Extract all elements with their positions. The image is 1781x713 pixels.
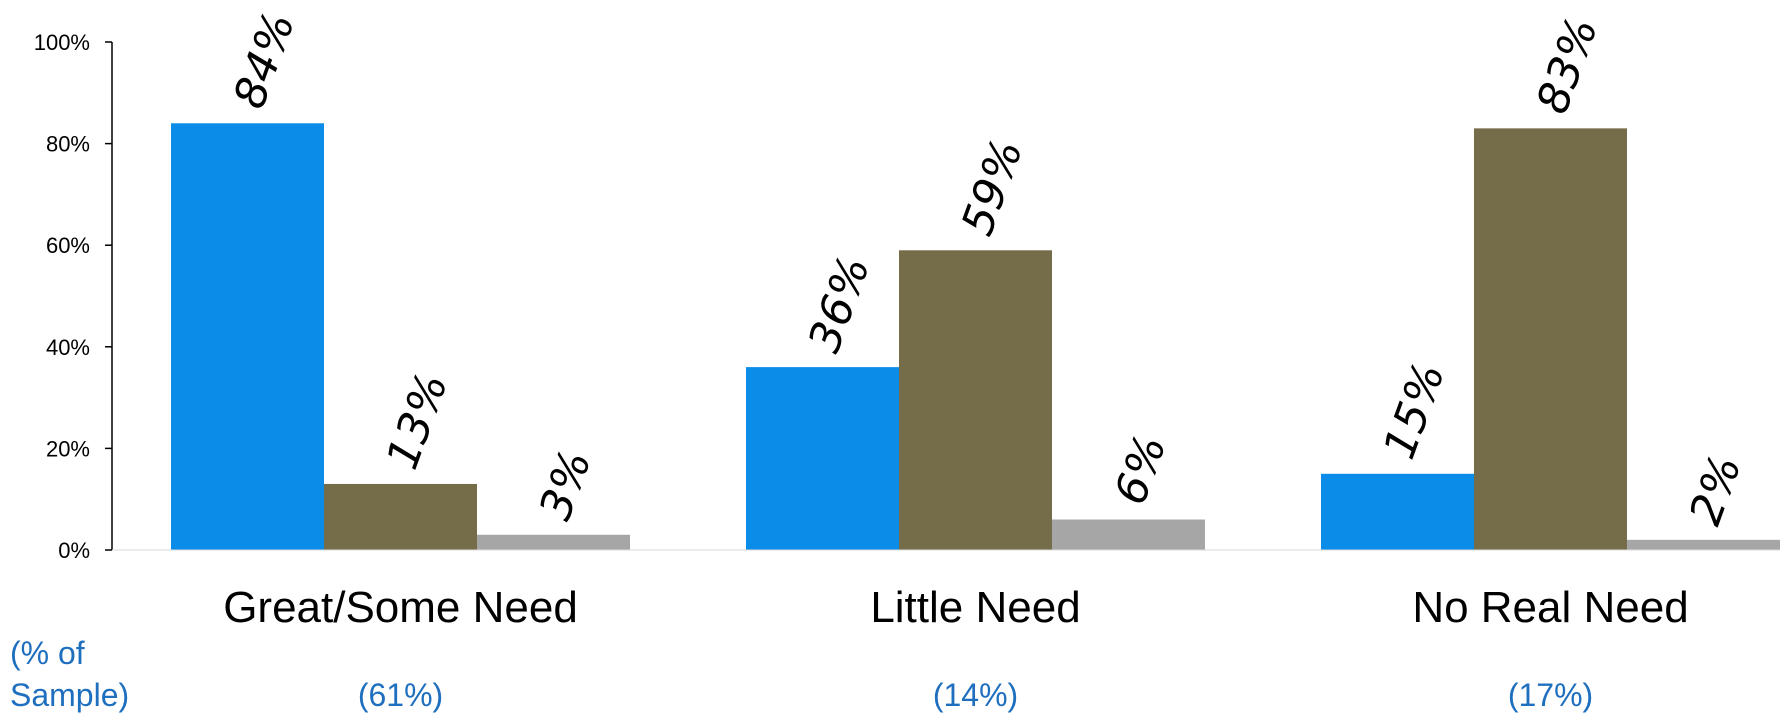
y-tick-label: 20% [46,436,90,461]
bar [1474,128,1627,551]
bar [477,534,630,550]
y-tick-label: 40% [46,335,90,360]
sample-header-line2: Sample) [10,677,129,713]
category-label: Great/Some Need [223,583,578,632]
bar [1052,519,1205,550]
bar-data-label: 13% [377,366,458,475]
bar-data-label: 84% [224,6,305,115]
bar-data-label: 2% [1680,449,1752,532]
bar [171,123,324,550]
bar-data-label: 3% [530,443,602,526]
sample-percent-label: (17%) [1508,677,1593,713]
y-tick-label: 100% [34,30,90,55]
bar-data-label: 6% [1105,428,1177,511]
bar [324,483,477,550]
sample-percent-label: (61%) [358,677,443,713]
bar [1321,473,1474,550]
y-tick-label: 80% [46,132,90,157]
bar-data-label: 15% [1374,356,1455,465]
sample-header-line1: (% of [10,635,85,671]
y-tick-label: 60% [46,233,90,258]
category-labels: Great/Some Need Little Need No Real Need [223,583,1689,632]
sample-percent-label: (14%) [933,677,1018,713]
bar-data-label: 59% [952,133,1033,242]
bars [112,123,1780,551]
y-axis: 0% 20% 40% 60% 80% 100% [34,30,113,563]
bar [1627,539,1780,550]
bar [899,250,1052,550]
category-label: No Real Need [1412,583,1688,632]
sample-labels: (% of Sample) (61%) (14%) (17%) [10,635,1593,713]
bar-data-label: 83% [1527,11,1608,120]
bar-data-label: 36% [799,250,880,359]
bar [746,367,899,550]
y-tick-label: 0% [58,538,90,563]
category-label: Little Need [870,583,1080,632]
